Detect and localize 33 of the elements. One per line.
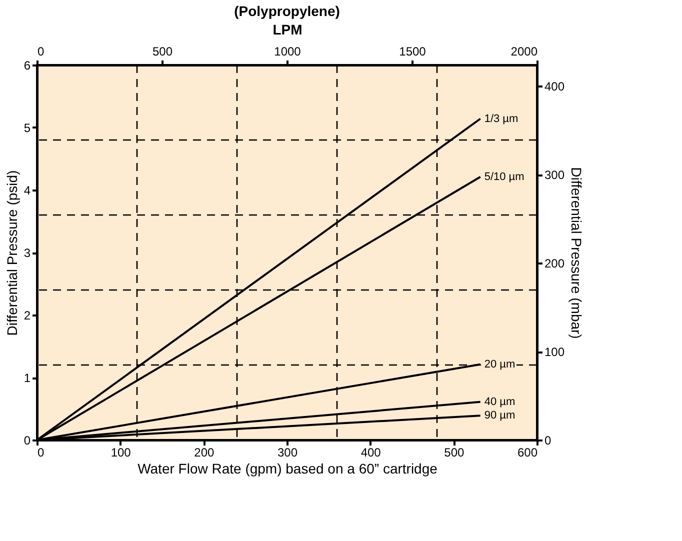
y2-tick-label: 200 <box>544 256 565 271</box>
x-tick-label: 400 <box>360 446 382 460</box>
series-label: 40 µm <box>484 396 516 408</box>
y-tick-label: 0 <box>24 434 31 448</box>
x-tick-label: 200 <box>194 446 214 460</box>
y-tick-label: 3 <box>24 246 31 260</box>
series-label: 5/10 µm <box>484 170 524 183</box>
y2-tick-label: 0 <box>544 434 552 448</box>
x-tick-label: 500 <box>444 446 464 460</box>
y2-tick-label: 300 <box>544 168 565 182</box>
x2-tick-label: 0 <box>38 44 44 58</box>
y-tick-label: 1 <box>24 371 31 385</box>
y-tick-label: 4 <box>24 184 31 198</box>
x-axis-title: Water Flow Rate (gpm) based on a 60” cartridge <box>138 460 438 476</box>
x2-tick-label: 1000 <box>274 44 302 58</box>
x-tick-label: 300 <box>277 446 298 460</box>
x-tick-label: 0 <box>38 446 44 460</box>
series-label: 90 µm <box>484 410 516 422</box>
y-tick-label: 2 <box>24 308 31 322</box>
x-tick-label: 600 <box>517 446 538 460</box>
y2-axis-title: Differential Pressure (mbar) <box>568 167 585 339</box>
y-tick-label: 6 <box>24 58 31 72</box>
x2-tick-label: 2000 <box>510 44 538 58</box>
x-tick-label: 100 <box>110 446 132 460</box>
x2-tick-label: 1500 <box>399 44 426 58</box>
y-tick-label: 5 <box>24 121 31 135</box>
chart-title: (Polypropylene) <box>234 3 340 19</box>
x2-tick-label: 500 <box>152 44 173 58</box>
y2-tick-label: 400 <box>544 80 565 94</box>
series-label: 1/3 µm <box>484 112 518 125</box>
x2-axis-title: LPM <box>272 22 302 38</box>
y2-tick-label: 100 <box>544 345 565 360</box>
y-axis-title: Differential Pressure (psid) <box>4 170 20 336</box>
